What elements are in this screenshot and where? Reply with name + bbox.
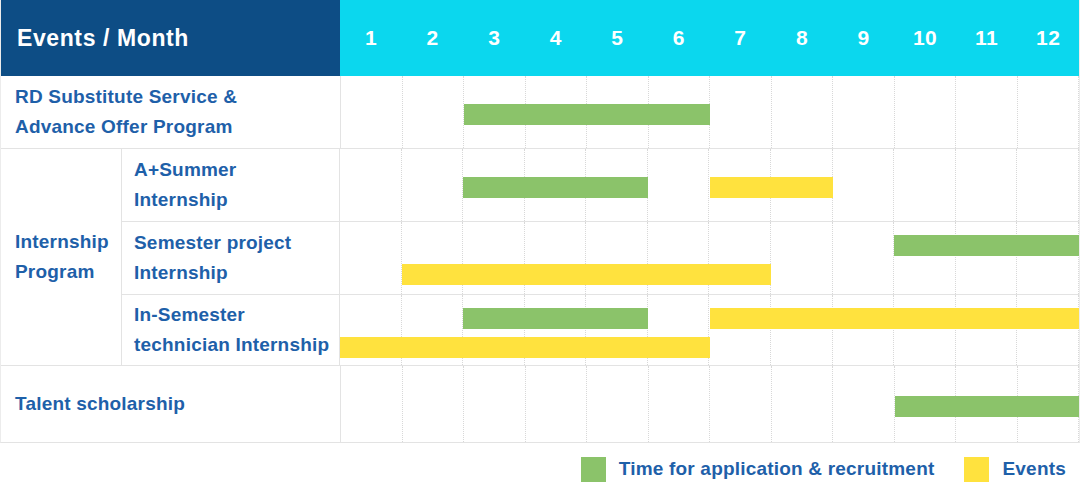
month-grid-cell	[894, 222, 956, 294]
row-label-talent-scholarship: Talent scholarship	[1, 366, 340, 442]
gantt-track-talent-scholarship	[340, 366, 1079, 442]
month-grid-cell	[341, 76, 402, 148]
month-header-10: 10	[894, 0, 956, 76]
month-grid-cell	[833, 76, 894, 148]
month-grid-cell	[1017, 222, 1079, 294]
month-grid-cell	[894, 149, 956, 221]
gantt-bar-green	[464, 104, 710, 125]
month-grid-cell	[956, 76, 1017, 148]
month-grid-cell	[895, 76, 956, 148]
legend-item-events: Events	[964, 457, 1066, 482]
month-header-row: 123456789101112	[340, 0, 1079, 76]
gantt-bar-green	[463, 308, 648, 329]
month-header-12: 12	[1017, 0, 1079, 76]
month-header-4: 4	[525, 0, 587, 76]
gantt-track-in-semester-technician-internship	[339, 295, 1079, 365]
month-grid-cell	[710, 76, 771, 148]
month-grid-cell	[894, 295, 956, 365]
internship-program-group: Internship Program A+Summer Internship S…	[1, 148, 1079, 365]
month-header-2: 2	[402, 0, 464, 76]
row-label-line: Talent scholarship	[15, 389, 340, 419]
internship-program-subrows: A+Summer Internship Semester project Int…	[121, 149, 1079, 365]
month-grid-cell	[340, 222, 402, 294]
gantt-track-rd-substitute	[340, 76, 1079, 148]
gantt-bar-green	[895, 396, 1079, 417]
table-header: Events / Month 123456789101112	[1, 0, 1079, 76]
gantt-bar-yellow	[710, 177, 833, 198]
month-grid-cell	[956, 222, 1018, 294]
month-grid-cell	[341, 366, 402, 442]
month-grid-cell	[772, 76, 833, 148]
month-header-3: 3	[463, 0, 525, 76]
month-grid-cell	[403, 76, 464, 148]
month-grid-cell	[403, 366, 464, 442]
month-grid-cell	[771, 295, 833, 365]
row-label-line: technician Internship	[134, 330, 339, 360]
legend-swatch-green	[581, 457, 606, 482]
month-grid-cell	[648, 149, 710, 221]
row-label-semester-project-internship: Semester project Internship	[122, 222, 339, 294]
gantt-bar-yellow	[710, 308, 1080, 329]
row-label-line: In-Semester	[134, 300, 339, 330]
row-label-line: A+Summer	[134, 155, 339, 185]
gantt-bar-green	[894, 235, 1079, 256]
month-grid-cell	[956, 295, 1018, 365]
group-label-line: Internship	[15, 227, 121, 257]
month-grid-cell	[833, 149, 895, 221]
month-header-6: 6	[648, 0, 710, 76]
gantt-track-a-summer-internship	[339, 149, 1079, 221]
month-header-7: 7	[710, 0, 772, 76]
corner-header-cell: Events / Month	[1, 0, 340, 76]
legend-label-events: Events	[1002, 458, 1066, 480]
gantt-bar-yellow	[402, 264, 772, 285]
table-row: In-Semester technician Internship	[122, 294, 1079, 365]
gantt-bar-yellow	[340, 337, 710, 358]
legend-label-application-recruitment: Time for application & recruitment	[619, 458, 935, 480]
table-row: RD Substitute Service & Advance Offer Pr…	[1, 76, 1079, 148]
month-grid-cell	[771, 222, 833, 294]
gantt-chart: Events / Month 123456789101112 RD Substi…	[0, 0, 1080, 494]
month-grid-cell	[1017, 295, 1079, 365]
legend-item-application-recruitment: Time for application & recruitment	[581, 457, 935, 482]
table-row: Semester project Internship	[122, 221, 1079, 294]
table-row: Talent scholarship	[1, 365, 1079, 442]
month-grid-cell	[464, 366, 525, 442]
month-grid-cell	[956, 149, 1018, 221]
row-label-in-semester-technician-internship: In-Semester technician Internship	[122, 295, 339, 365]
month-grid-cell	[833, 222, 895, 294]
month-header-8: 8	[771, 0, 833, 76]
month-grid-cell	[709, 295, 771, 365]
row-label-line: Internship	[134, 258, 339, 288]
month-grid-cell	[587, 366, 648, 442]
row-label-line: Advance Offer Program	[15, 112, 340, 142]
month-grid-cell	[772, 366, 833, 442]
legend-swatch-yellow	[964, 457, 989, 482]
table-row: A+Summer Internship	[122, 149, 1079, 221]
group-label-line: Program	[15, 257, 121, 287]
month-header-11: 11	[956, 0, 1018, 76]
month-grid-cell	[1017, 149, 1079, 221]
events-month-table: Events / Month 123456789101112 RD Substi…	[0, 0, 1080, 443]
month-header-5: 5	[587, 0, 649, 76]
gantt-track-semester-project-internship	[339, 222, 1079, 294]
month-grid-cell	[833, 295, 895, 365]
month-grid-cell	[649, 366, 710, 442]
month-grid-cell	[710, 366, 771, 442]
row-label-a-summer-internship: A+Summer Internship	[122, 149, 339, 221]
gantt-bar-green	[463, 177, 648, 198]
month-header-9: 9	[833, 0, 895, 76]
row-group-label-internship-program: Internship Program	[1, 149, 121, 365]
row-label-line: RD Substitute Service &	[15, 82, 340, 112]
legend: Time for application & recruitment Event…	[0, 443, 1080, 494]
row-label-line: Semester project	[134, 228, 339, 258]
row-label-rd-substitute: RD Substitute Service & Advance Offer Pr…	[1, 76, 340, 148]
month-grid-cell	[340, 149, 402, 221]
month-grid-cell	[833, 366, 894, 442]
month-grid-cell	[402, 149, 464, 221]
month-grid-cell	[1018, 76, 1079, 148]
row-label-line: Internship	[134, 185, 339, 215]
month-grid-cell	[526, 366, 587, 442]
month-header-1: 1	[340, 0, 402, 76]
